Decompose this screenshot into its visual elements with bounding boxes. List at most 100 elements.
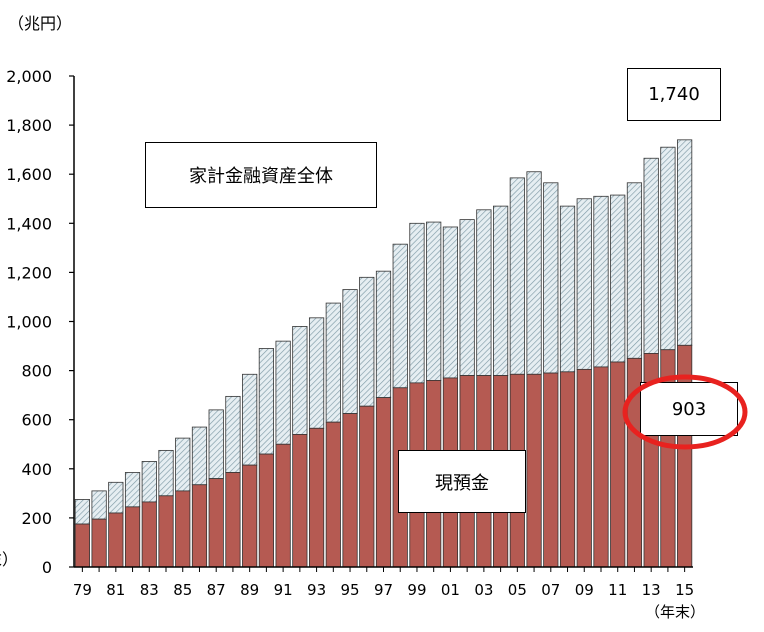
total-bar-15: [677, 139, 693, 346]
y-unit-label: （兆円）: [8, 14, 73, 33]
total-bar-14: [660, 146, 676, 351]
total-bar-00: [426, 221, 442, 381]
total-bar-13: [643, 157, 659, 354]
x-tick-label-87: 87: [207, 581, 226, 599]
x-tick-label-13: 13: [642, 581, 661, 599]
x-tick-label-15: 15: [675, 581, 694, 599]
total-bar-88: [225, 395, 241, 473]
cash-bar-89: [242, 464, 258, 568]
x-tick-label-81: 81: [106, 581, 125, 599]
cash-bar-80: [91, 518, 107, 568]
total-bar-11: [610, 194, 626, 363]
total-bar-03: [476, 209, 492, 376]
y-tick-label-1000: 1,000: [6, 313, 52, 332]
x-tick-label-79: 79: [73, 581, 92, 599]
y-tick-label-600: 600: [21, 411, 52, 430]
y-tick-label-200: 200: [21, 509, 52, 528]
y-tick-label-800: 800: [21, 362, 52, 381]
x-tick-label-91: 91: [274, 581, 293, 599]
cash-bar-79: [74, 523, 90, 568]
cash-bar-07: [543, 372, 559, 568]
cash-bar-84: [158, 495, 174, 568]
total-bar-10: [593, 195, 609, 368]
cash-bar-06: [526, 373, 542, 568]
cash-value-box: 903: [640, 382, 738, 436]
cash-bar-11: [610, 361, 626, 568]
total-bar-81: [108, 481, 124, 514]
cash-bar-88: [225, 472, 241, 568]
total-bar-80: [91, 490, 107, 520]
total-bar-79: [74, 499, 90, 525]
total-bar-06: [526, 171, 542, 375]
y-tick-label-1600: 1,600: [6, 165, 52, 184]
x-tick-label-99: 99: [407, 581, 426, 599]
cash-bar-92: [292, 434, 308, 568]
cash-bar-97: [375, 397, 392, 568]
cash-bar-85: [175, 490, 191, 568]
x-tick-label-07: 07: [541, 581, 560, 599]
cash-bar-09: [576, 368, 592, 568]
total-bar-98: [392, 243, 408, 389]
total-bar-90: [258, 348, 274, 455]
y-tick-label-400: 400: [21, 460, 52, 479]
y-tick-label-1800: 1,800: [6, 116, 52, 135]
total-bar-08: [559, 205, 576, 373]
x-tick-label-11: 11: [608, 581, 627, 599]
y-tick-label-0: 0: [42, 558, 52, 577]
cash-bar-83: [141, 501, 157, 568]
total-bar-01: [442, 226, 459, 379]
cash-bar-15: [677, 344, 693, 568]
total-assets-label-box: 家計金融資産全体: [145, 142, 377, 208]
total-bar-12: [626, 182, 643, 359]
cash-bar-91: [275, 443, 291, 568]
total-bar-96: [359, 276, 375, 407]
y-tick-label-1400: 1,400: [6, 214, 52, 233]
cash-bar-81: [108, 512, 124, 568]
x-tick-label-89: 89: [240, 581, 259, 599]
cash-bar-94: [325, 421, 341, 568]
cash-bar-82: [124, 506, 141, 568]
total-bar-91: [275, 340, 291, 445]
total-bar-87: [208, 409, 224, 480]
total-bar-93: [308, 317, 325, 429]
x-tick-label-97: 97: [374, 581, 393, 599]
total-bar-97: [375, 270, 392, 399]
x-unit-label: （年末）: [645, 603, 706, 621]
total-bar-83: [141, 461, 157, 503]
total-bar-09: [576, 198, 592, 370]
total-bar-89: [242, 373, 258, 466]
total-bar-95: [342, 289, 358, 414]
cash-bar-10: [593, 366, 609, 568]
axes-group: 0 200 400 600 800 1,000 1,200 1,400 1,600 1,800 2,…: [6, 67, 694, 599]
cash-bar-08: [559, 371, 576, 568]
total-bar-05: [509, 177, 525, 375]
x-tick-label-01: 01: [441, 581, 460, 599]
total-bar-86: [191, 426, 208, 486]
x-tick-label-83: 83: [140, 581, 159, 599]
total-bar-02: [459, 219, 475, 376]
total-bar-99: [409, 222, 425, 384]
cash-bar-90: [258, 453, 274, 568]
total-bar-84: [158, 449, 174, 497]
total-bar-04: [493, 205, 509, 376]
x-tick-label-03: 03: [474, 581, 493, 599]
y-tick-label-1200: 1,200: [6, 263, 52, 282]
cash-bar-93: [308, 427, 325, 568]
x-tick-label-85: 85: [173, 581, 192, 599]
cash-bar-86: [191, 484, 208, 568]
y-tick-label-2000: 2,000: [6, 67, 52, 86]
y-axis-cut-text: 末）: [0, 550, 19, 569]
x-tick-label-95: 95: [340, 581, 359, 599]
cash-bar-96: [359, 405, 375, 568]
total-value-box: 1,740: [627, 68, 721, 121]
total-bar-07: [543, 182, 559, 374]
total-bar-85: [175, 437, 191, 492]
x-tick-label-93: 93: [307, 581, 326, 599]
cash-label-box: 現預金: [398, 450, 526, 513]
total-bar-92: [292, 326, 308, 435]
total-bar-82: [124, 472, 141, 508]
x-tick-label-09: 09: [575, 581, 594, 599]
cash-bar-95: [342, 413, 358, 568]
total-bar-94: [325, 302, 341, 423]
cash-bar-87: [208, 478, 224, 568]
